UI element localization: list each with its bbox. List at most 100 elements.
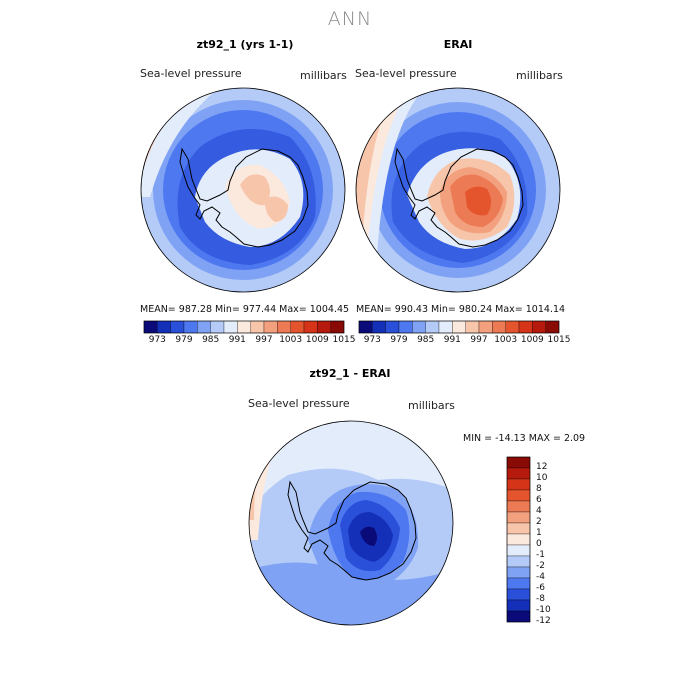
colorbar-swatch <box>506 456 531 469</box>
colorbar-swatch <box>465 320 480 334</box>
colorbar-swatch <box>506 577 531 590</box>
colorbar-swatch <box>506 478 531 491</box>
colorbar-tick-label: 2 <box>536 517 542 527</box>
colorbar-swatch <box>506 522 531 535</box>
colorbar-swatch <box>425 320 440 334</box>
panel2-units-label: millibars <box>516 69 563 82</box>
colorbar-tick-label: 1003 <box>279 335 303 345</box>
colorbar-tick-label: -2 <box>536 561 545 571</box>
panel3-title: zt92_1 - ERAI <box>309 367 391 380</box>
colorbar-swatch <box>506 599 531 612</box>
colorbar-tick-label: 1015 <box>332 335 356 345</box>
panel1-field-label: Sea-level pressure <box>140 67 242 80</box>
colorbar-swatch <box>545 320 560 334</box>
panel3-neg-band <box>249 562 453 625</box>
colorbar-swatch <box>237 320 251 334</box>
colorbar-tick-label: -4 <box>536 572 545 582</box>
colorbar-swatch <box>506 610 531 623</box>
panel1-coast <box>179 147 309 248</box>
colorbar-tick-label: -8 <box>536 594 545 604</box>
colorbar-swatch <box>506 489 531 502</box>
panel2-stats: MEAN= 990.43 Min= 980.24 Max= 1014.14 <box>356 304 566 315</box>
colorbar-swatch <box>506 467 531 480</box>
panel1-title: zt92_1 (yrs 1-1) <box>196 38 294 51</box>
colorbar-tick-label: 1009 <box>305 335 329 345</box>
colorbar-tick-label: 1009 <box>520 335 544 345</box>
panel1-units-label: millibars <box>300 69 347 82</box>
panel1-stats: MEAN= 987.28 Min= 977.44 Max= 1004.45 <box>140 304 350 315</box>
colorbar-swatch <box>518 320 533 334</box>
panel2-coast <box>394 147 524 248</box>
colorbar-tick-label: 1 <box>536 528 542 538</box>
colorbar-tick-label: 973 <box>148 335 166 345</box>
colorbar-swatch <box>170 320 185 334</box>
colorbar-swatch <box>506 500 531 513</box>
colorbar-swatch <box>223 320 238 334</box>
colorbar-tick-label: 1015 <box>547 335 571 345</box>
colorbar-swatch <box>303 320 318 334</box>
colorbar-tick-label: 0 <box>536 539 542 549</box>
colorbar-tick-label: 10 <box>536 473 548 483</box>
colorbar-swatch <box>398 320 413 334</box>
panel2-field-label: Sea-level pressure <box>355 67 457 80</box>
colorbar-swatch <box>358 320 373 334</box>
colorbar-swatch <box>157 320 171 334</box>
colorbar-swatch <box>506 511 531 524</box>
colorbar-swatch <box>330 320 345 334</box>
colorbar-swatch <box>532 320 546 334</box>
panel2-continent-4 <box>465 186 491 216</box>
colorbar-tick-label: 991 <box>228 335 246 345</box>
panel1-high-2 <box>264 196 288 222</box>
colorbar-swatch <box>277 320 291 334</box>
colorbar-swatch <box>452 320 466 334</box>
colorbar-swatch <box>210 320 225 334</box>
colorbar-swatch <box>317 320 331 334</box>
colorbar-tick-label: 6 <box>536 495 542 505</box>
colorbar-tick-label: 979 <box>175 335 193 345</box>
colorbar-tick-label: 1003 <box>494 335 518 345</box>
colorbar-swatch <box>505 320 520 334</box>
super-title: ANN <box>327 8 373 30</box>
colorbar-tick-label: 8 <box>536 484 542 494</box>
panel3-colorbar <box>506 456 531 623</box>
colorbar-swatch <box>506 588 531 601</box>
colorbar-tick-label: 985 <box>417 335 435 345</box>
panel1-colorbar <box>143 320 345 334</box>
colorbar-tick-label: 991 <box>443 335 461 345</box>
colorbar-swatch <box>506 533 531 546</box>
panel1-map <box>140 87 346 293</box>
colorbar-tick-label: 979 <box>390 335 408 345</box>
colorbar-swatch <box>290 320 305 334</box>
panel3-map <box>248 420 454 626</box>
colorbar-tick-label: 12 <box>536 462 548 472</box>
colorbar-swatch <box>385 320 400 334</box>
colorbar-swatch <box>506 544 531 557</box>
colorbar-tick-label: -12 <box>536 616 551 626</box>
colorbar-tick-label: -1 <box>536 550 545 560</box>
colorbar-swatch <box>506 555 531 568</box>
colorbar-tick-label: -6 <box>536 583 545 593</box>
colorbar-swatch <box>478 320 493 334</box>
colorbar-swatch <box>143 320 158 334</box>
panel3-field-label: Sea-level pressure <box>248 397 350 410</box>
colorbar-swatch <box>412 320 426 334</box>
colorbar-swatch <box>372 320 386 334</box>
colorbar-tick-label: 4 <box>536 506 542 516</box>
colorbar-tick-label: 997 <box>470 335 488 345</box>
panel2-title: ERAI <box>443 38 473 51</box>
panel2-map <box>355 87 561 293</box>
panel3-neg-8 <box>360 526 377 546</box>
colorbar-swatch <box>506 566 531 579</box>
panel1-high-1 <box>240 174 270 206</box>
panel3-stats: MIN = -14.13 MAX = 2.09 <box>463 433 586 444</box>
colorbar-tick-label: -10 <box>536 605 551 615</box>
panel3-coast <box>287 480 417 581</box>
panel2-colorbar <box>358 320 560 334</box>
panel3-units-label: millibars <box>408 399 455 412</box>
colorbar-tick-label: 997 <box>255 335 273 345</box>
colorbar-swatch <box>438 320 453 334</box>
panel3-neutral-top <box>249 421 453 515</box>
colorbar-tick-label: 973 <box>363 335 381 345</box>
colorbar-swatch <box>183 320 198 334</box>
colorbar-tick-label: 985 <box>202 335 220 345</box>
